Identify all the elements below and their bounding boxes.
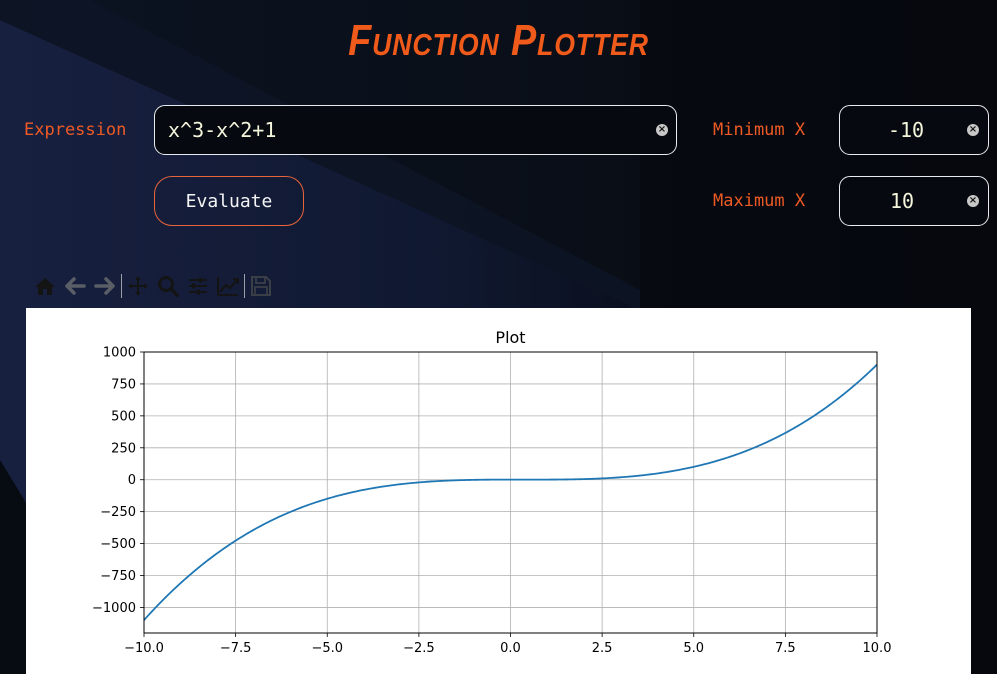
y-tick-label: 0 bbox=[128, 473, 136, 488]
y-tick-label: −500 bbox=[100, 537, 136, 552]
clear-maximum-x-icon[interactable]: × bbox=[967, 195, 979, 207]
chart-title: Plot bbox=[495, 328, 525, 347]
minimum-x-label: Minimum X bbox=[713, 120, 806, 140]
toolbar-separator bbox=[121, 274, 122, 298]
evaluate-button[interactable]: Evaluate bbox=[154, 176, 304, 226]
save-icon[interactable] bbox=[246, 272, 276, 300]
zoom-icon[interactable] bbox=[153, 272, 183, 300]
clear-expression-icon[interactable]: × bbox=[656, 124, 668, 136]
home-icon[interactable] bbox=[30, 272, 60, 300]
x-tick-label: −7.5 bbox=[220, 641, 252, 656]
maximum-x-label: Maximum X bbox=[713, 191, 806, 211]
x-tick-label: −5.0 bbox=[311, 641, 343, 656]
plot-canvas[interactable]: −10.0 −7.5 −5.0 −2.5 0.0 2.5 5.0 7.5 10.0 1000 750… bbox=[26, 308, 971, 674]
forward-icon[interactable] bbox=[90, 272, 120, 300]
line-chart: −10.0 −7.5 −5.0 −2.5 0.0 2.5 5.0 7.5 10.0 1000 750… bbox=[92, 328, 892, 656]
edit-axis-icon[interactable] bbox=[213, 272, 243, 300]
x-tick-label: 0.0 bbox=[500, 641, 521, 656]
y-tick-label: −1000 bbox=[92, 601, 136, 616]
y-tick-label: −750 bbox=[100, 569, 136, 584]
minimum-x-value: -10 bbox=[887, 118, 925, 142]
toolbar-separator bbox=[244, 274, 245, 298]
y-tick-label: 750 bbox=[111, 377, 136, 392]
y-tick-label: 500 bbox=[111, 409, 136, 424]
app-title: Function Plotter bbox=[348, 16, 649, 65]
back-icon[interactable] bbox=[60, 272, 90, 300]
maximum-x-input[interactable]: 10 × bbox=[839, 176, 989, 226]
expression-label: Expression bbox=[24, 120, 127, 140]
expression-value: x^3-x^2+1 bbox=[168, 118, 277, 142]
x-tick-label: −2.5 bbox=[403, 641, 435, 656]
expression-input[interactable]: x^3-x^2+1 × bbox=[154, 105, 677, 155]
x-tick-label: 5.0 bbox=[683, 641, 704, 656]
x-tick-label: 7.5 bbox=[775, 641, 796, 656]
maximum-x-value: 10 bbox=[889, 189, 915, 213]
configure-subplots-icon[interactable] bbox=[183, 272, 213, 300]
y-tick-label: 250 bbox=[111, 441, 136, 456]
plot-toolbar bbox=[30, 272, 276, 300]
minimum-x-input[interactable]: -10 × bbox=[839, 105, 989, 155]
x-tick-label: −10.0 bbox=[124, 641, 164, 656]
x-tick-label: 2.5 bbox=[592, 641, 613, 656]
series-line bbox=[143, 364, 878, 621]
y-tick-label: 1000 bbox=[103, 346, 136, 361]
pan-icon[interactable] bbox=[123, 272, 153, 300]
clear-minimum-x-icon[interactable]: × bbox=[967, 124, 979, 136]
y-tick-label: −250 bbox=[100, 505, 136, 520]
x-tick-label: 10.0 bbox=[863, 641, 892, 656]
